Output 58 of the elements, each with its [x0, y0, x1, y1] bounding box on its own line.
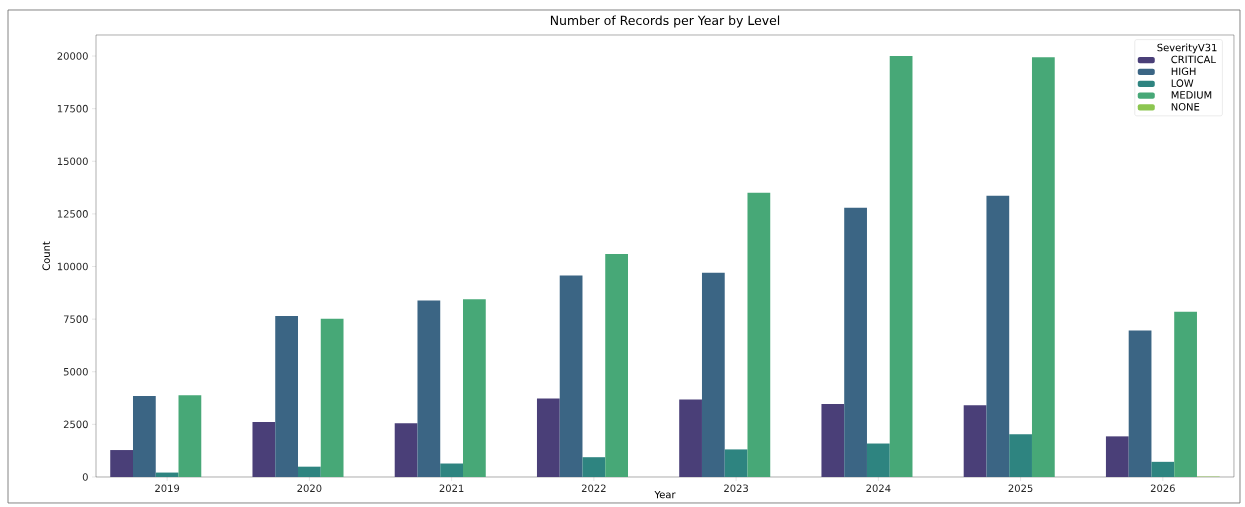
y-tick-label: 20000 — [57, 52, 88, 60]
bar — [178, 395, 202, 477]
bar — [536, 398, 560, 477]
bar — [747, 192, 771, 477]
x-tick-label: 2020 — [297, 484, 322, 493]
x-tick-label: 2022 — [581, 484, 606, 493]
bar — [252, 422, 276, 477]
bar — [986, 195, 1010, 477]
x-tick-label: 2019 — [155, 484, 180, 493]
y-tick-label: 15000 — [57, 157, 88, 166]
bar — [963, 405, 987, 477]
y-tick-label: 12500 — [57, 210, 88, 218]
bar — [679, 399, 702, 477]
bar — [701, 272, 725, 477]
bar — [155, 472, 179, 477]
legend-label: MEDIUM — [1171, 91, 1212, 99]
x-tick-label: 2023 — [724, 484, 748, 493]
x-tick-label: 2021 — [439, 484, 464, 493]
bar — [605, 253, 628, 477]
y-axis-title: Count — [42, 241, 50, 271]
legend-label: HIGH — [1171, 67, 1196, 76]
bar — [1151, 461, 1175, 477]
legend-label: NONE — [1171, 102, 1200, 111]
x-tick-label: 2025 — [1008, 484, 1033, 493]
bar — [1174, 311, 1197, 477]
y-tick-label: 7500 — [63, 315, 88, 323]
bar — [275, 315, 298, 477]
bar — [844, 207, 867, 477]
y-tick-label: 0 — [82, 473, 88, 481]
y-tick-label: 2500 — [63, 420, 88, 429]
legend-label: LOW — [1171, 79, 1194, 87]
bar — [1031, 57, 1055, 477]
bar — [582, 457, 606, 477]
bar — [866, 443, 890, 477]
bar — [298, 466, 321, 477]
bar — [463, 299, 486, 477]
bar — [1105, 436, 1129, 477]
bar — [559, 275, 583, 477]
bar — [417, 300, 441, 477]
bar — [724, 449, 748, 477]
bar — [132, 395, 156, 477]
bar — [110, 450, 133, 477]
bar — [394, 423, 418, 477]
bar — [320, 318, 344, 477]
x-tick-label: 2024 — [866, 484, 891, 493]
bar — [1128, 330, 1152, 477]
bar — [440, 463, 463, 477]
y-tick-label: 5000 — [63, 367, 88, 376]
bar — [889, 56, 913, 477]
legend-title: SeverityV31 — [1157, 43, 1217, 54]
y-tick-label: 10000 — [57, 262, 88, 271]
bar — [821, 403, 845, 477]
legend-label: CRITICAL — [1171, 55, 1216, 64]
y-tick-label: 17500 — [57, 104, 88, 113]
x-axis-title: Year — [654, 490, 676, 499]
x-tick-label: 2026 — [1150, 484, 1175, 493]
bar — [1009, 434, 1032, 477]
chart-title: Number of Records per Year by Level — [550, 15, 780, 28]
